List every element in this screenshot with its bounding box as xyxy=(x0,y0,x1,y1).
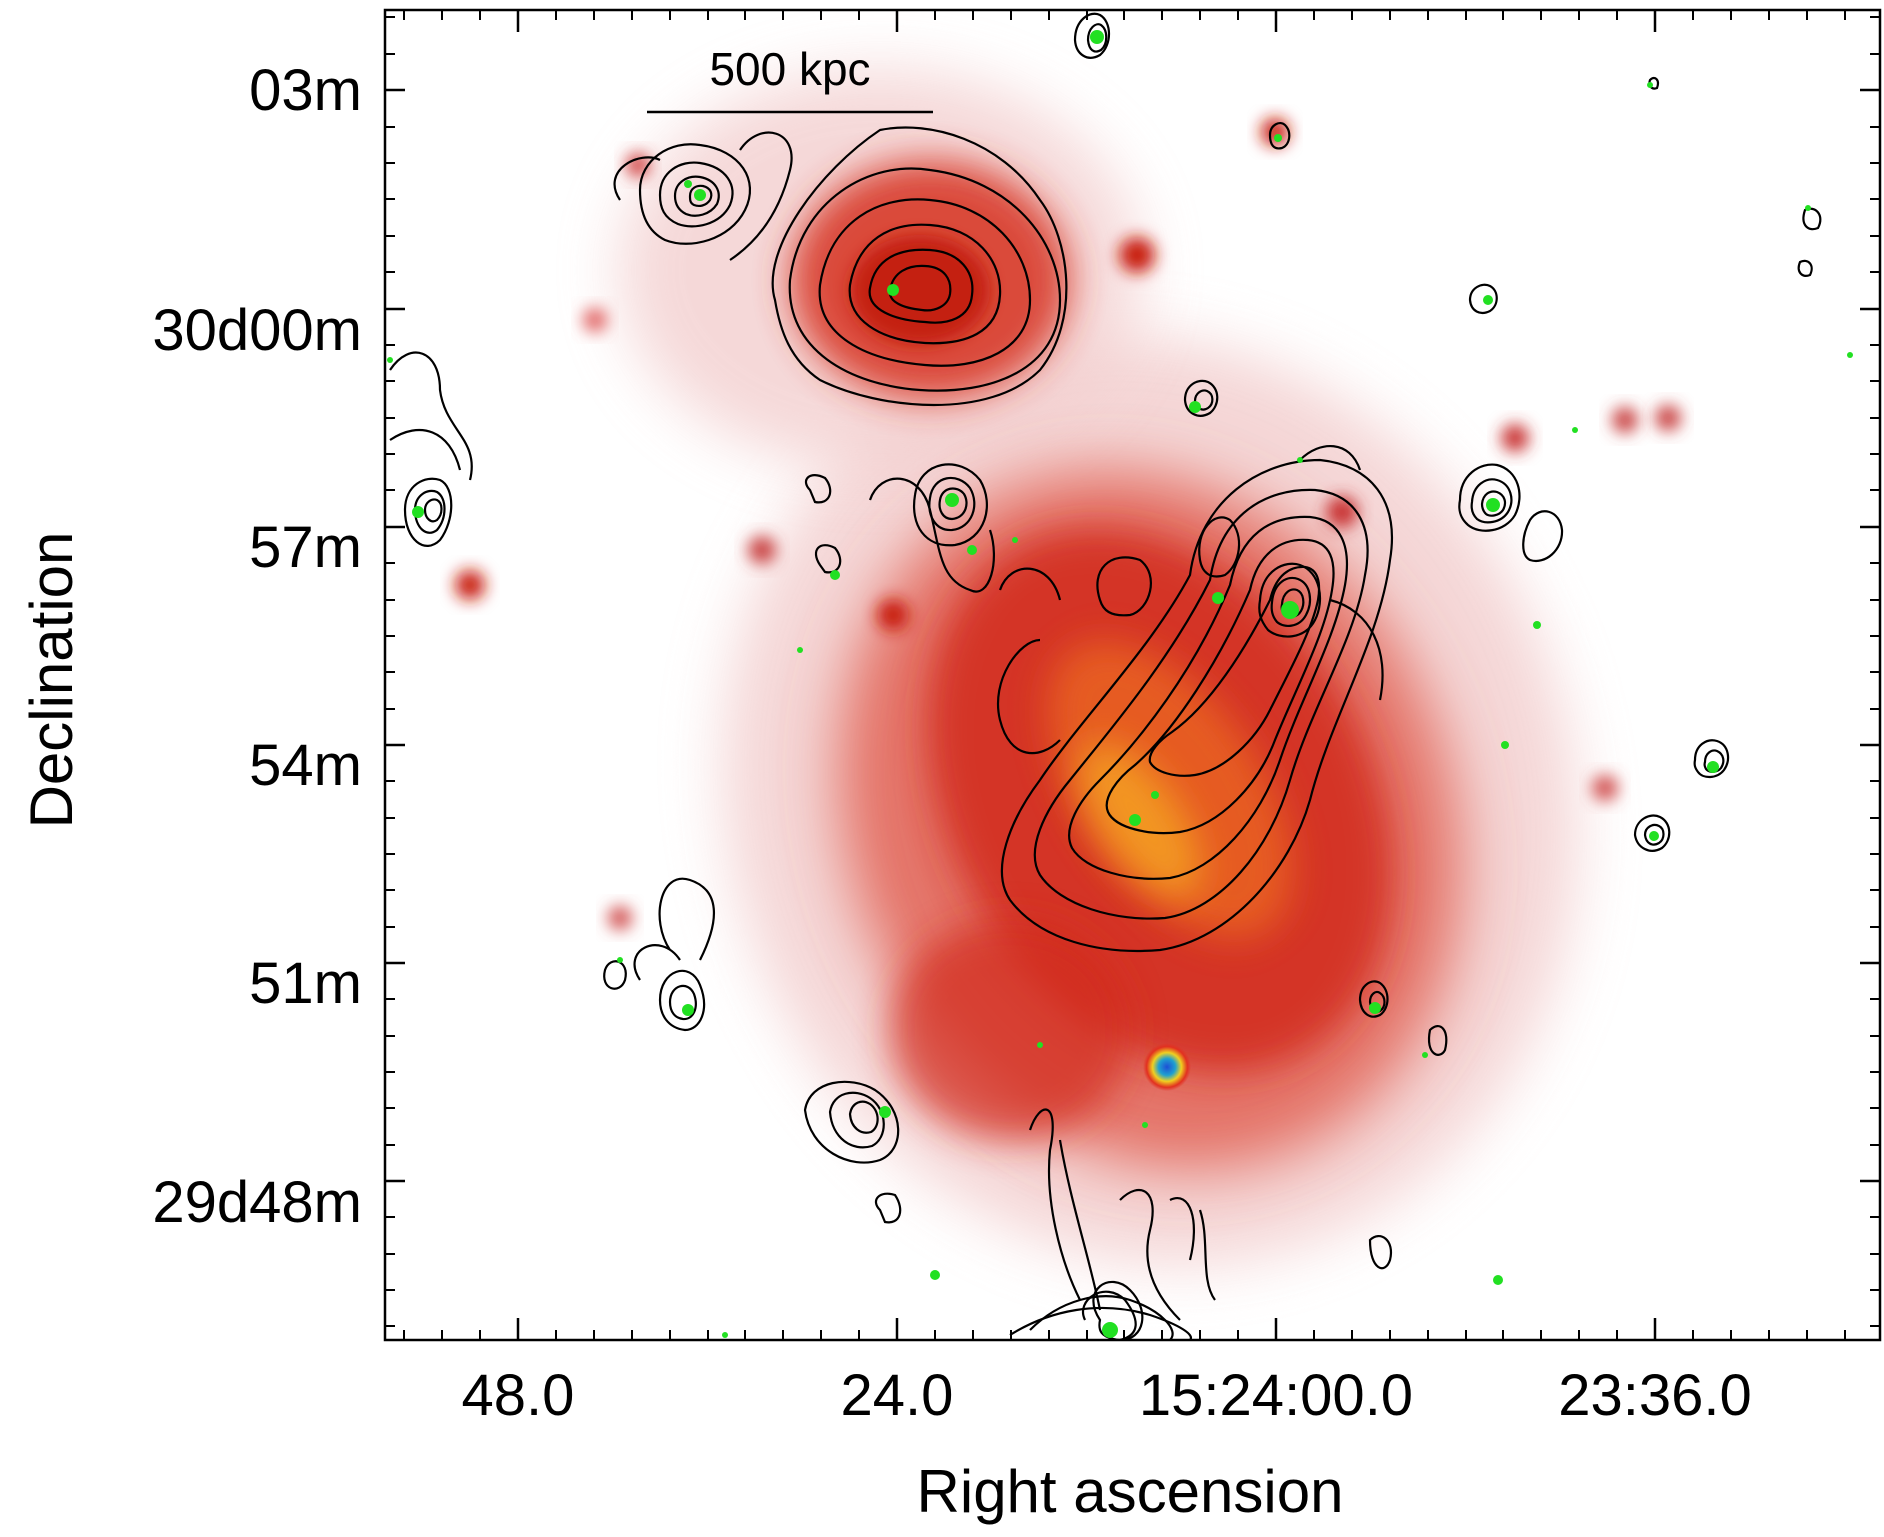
x-tick-labels: 48.0 24.0 15:24:00.0 23:36.0 xyxy=(462,1363,1752,1428)
scale-bar: 500 kpc xyxy=(647,43,933,114)
y-axis-title: Declination xyxy=(18,532,85,829)
plot-frame xyxy=(383,8,1882,1342)
y-tick-label: 29d48m xyxy=(152,1170,362,1235)
x-axis-title: Right ascension xyxy=(917,1458,1344,1525)
y-tick-labels: 03m 30d00m 57m 54m 51m 29d48m xyxy=(152,58,362,1235)
y-tick-label: 54m xyxy=(249,733,362,798)
y-tick-label: 51m xyxy=(249,951,362,1016)
compact-source xyxy=(1143,1043,1191,1091)
x-tick-label: 23:36.0 xyxy=(1558,1363,1752,1428)
optical-sources xyxy=(387,30,1853,1338)
x-tick-label: 24.0 xyxy=(841,1363,954,1428)
scale-bar-label: 500 kpc xyxy=(709,43,870,95)
xray-emission xyxy=(455,70,1681,1265)
image-layer xyxy=(387,12,1853,1340)
axis-ticks xyxy=(385,10,1880,1340)
y-tick-label: 03m xyxy=(249,58,362,123)
x-tick-label: 48.0 xyxy=(462,1363,575,1428)
axis-minor-ticks xyxy=(385,10,1880,1340)
radio-contours xyxy=(389,12,1822,1340)
x-tick-label: 15:24:00.0 xyxy=(1139,1363,1413,1428)
y-tick-label: 30d00m xyxy=(152,298,362,363)
y-tick-label: 57m xyxy=(249,515,362,580)
